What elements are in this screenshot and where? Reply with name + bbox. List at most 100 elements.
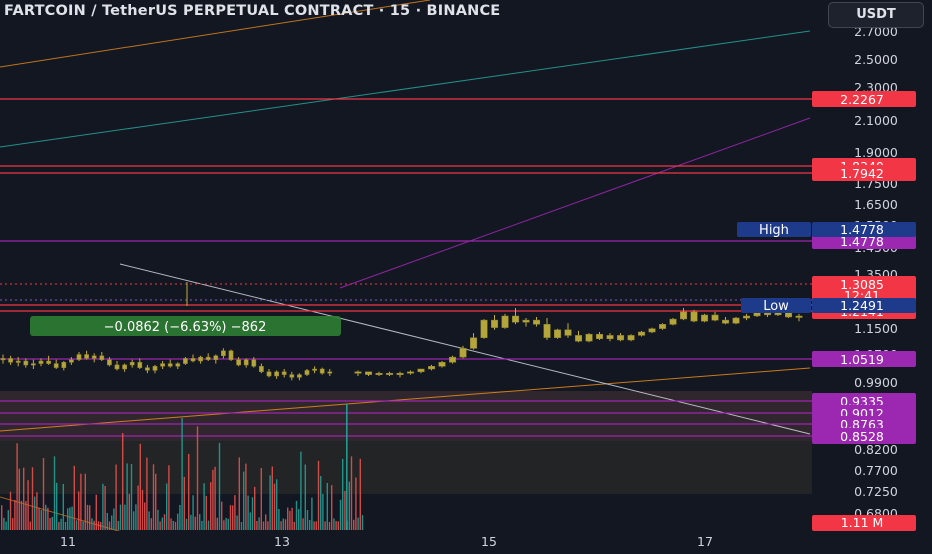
- volume-bar: [218, 442, 221, 530]
- low-tag-bg: [741, 298, 811, 313]
- volume-bar: [106, 513, 108, 530]
- volume-bar: [31, 467, 34, 530]
- volume-bar: [249, 512, 251, 530]
- volume-bar: [42, 458, 45, 530]
- high-tag-label: High: [759, 223, 789, 238]
- volume-bar: [119, 504, 122, 530]
- candle-body: [53, 363, 59, 368]
- volume-bar: [256, 521, 258, 530]
- volume-bar: [251, 497, 254, 530]
- candle-body: [190, 358, 196, 362]
- volume-bar: [100, 522, 102, 530]
- volume-bar: [168, 465, 170, 530]
- candle-body: [417, 368, 425, 373]
- volume-bar: [113, 508, 115, 530]
- candle-body: [711, 314, 719, 321]
- chart-title: FARTCOIN / TetherUS PERPETUAL CONTRACT ·…: [4, 3, 501, 19]
- time-tick-label: 15: [481, 534, 497, 549]
- volume-bar: [82, 521, 84, 530]
- candle-body: [38, 360, 44, 364]
- volume-bar: [346, 404, 348, 530]
- candle-body: [375, 372, 383, 375]
- volume-bar: [29, 521, 31, 530]
- volume-bar: [49, 518, 51, 530]
- candle-body: [46, 360, 51, 364]
- volume-bar: [320, 476, 322, 530]
- last-price-value: 1.3085: [840, 277, 884, 292]
- volume-bar: [177, 513, 179, 530]
- candle-body: [543, 324, 551, 338]
- volume-bar: [86, 504, 89, 530]
- candle-body: [297, 374, 302, 378]
- candle-body: [407, 371, 415, 374]
- candle-body: [564, 329, 572, 336]
- candle-body: [459, 348, 467, 358]
- volume-bar: [243, 471, 245, 530]
- volume-bar: [91, 518, 93, 530]
- volume-bar: [302, 518, 304, 530]
- volume-bar: [350, 456, 353, 530]
- volume-bar: [122, 433, 124, 530]
- candle-body: [167, 363, 173, 367]
- volume-zone-shade: [0, 391, 812, 494]
- volume-bar: [34, 496, 36, 530]
- volume-bar: [73, 465, 75, 530]
- candle-body: [129, 362, 135, 366]
- candle-body: [76, 354, 82, 360]
- candle-body: [396, 372, 404, 375]
- price-tick-label: 0.8200: [854, 442, 898, 457]
- candle-body: [680, 311, 688, 320]
- volume-bar: [93, 520, 95, 530]
- candle-body: [228, 350, 234, 360]
- candle-body: [617, 335, 625, 341]
- volume-bar: [67, 508, 69, 530]
- volume-bar: [20, 500, 23, 530]
- volume-bar: [183, 476, 185, 530]
- volume-bar: [53, 456, 56, 530]
- purple-trendline: [339, 117, 811, 289]
- volume-bar: [89, 505, 91, 530]
- candle-body: [449, 356, 457, 363]
- volume-bar: [262, 521, 265, 530]
- volume-bar: [331, 485, 333, 530]
- volume-bar: [161, 517, 163, 530]
- volume-bar: [60, 518, 62, 530]
- candle-body: [107, 359, 112, 366]
- volume-bar: [58, 522, 60, 530]
- volume-bar: [273, 483, 276, 530]
- volume-bar: [300, 451, 302, 530]
- volume-bar: [62, 484, 64, 530]
- volume-bar: [205, 495, 207, 530]
- volume-bar: [232, 505, 234, 530]
- volume-bar: [137, 485, 139, 530]
- volume-bar: [306, 510, 309, 530]
- volume-bar: [234, 495, 236, 530]
- candle-body: [480, 319, 488, 338]
- volume-bar: [38, 507, 40, 530]
- volume-bar: [315, 521, 317, 530]
- level-badge-9: [812, 428, 916, 444]
- candle-body: [61, 362, 67, 368]
- volume-bar: [196, 426, 199, 530]
- volume-bar: [163, 514, 166, 530]
- price-tick-label: 1.9000: [854, 145, 898, 160]
- volume-bar: [36, 492, 38, 530]
- volume-bar: [298, 509, 300, 530]
- volume-bar: [328, 522, 331, 530]
- volume-bar: [27, 480, 29, 530]
- quote-currency-button[interactable]: USDT: [828, 2, 924, 28]
- candle-body: [23, 360, 29, 366]
- volume-bar: [216, 517, 218, 530]
- volume-bar: [51, 516, 53, 530]
- candle-body: [627, 335, 635, 341]
- volume-bar: [9, 491, 12, 530]
- candle-body: [304, 370, 310, 375]
- candle-body: [501, 315, 509, 328]
- volume-bar: [108, 521, 111, 530]
- volume-bar: [355, 477, 357, 530]
- orange-trendline-bottom: [0, 367, 811, 432]
- low-price-badge: [812, 298, 916, 313]
- level-badge-label: 0.8528: [840, 429, 884, 444]
